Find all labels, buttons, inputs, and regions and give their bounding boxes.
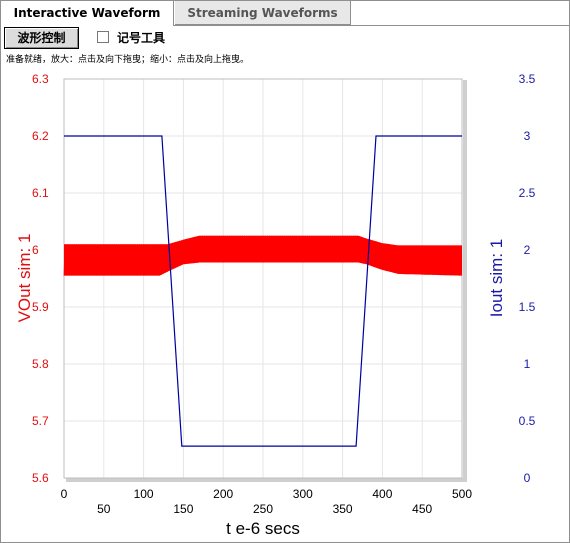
y-right-tick-0: 0 bbox=[524, 471, 531, 485]
marker-tool-label: 记号工具 bbox=[117, 31, 166, 45]
x-tick-1: 50 bbox=[97, 502, 111, 516]
left-axis-ticks: 5.6 5.7 5.8 5.9 6 6.1 6.2 6.3 bbox=[32, 72, 49, 485]
tab-streaming-waveforms[interactable]: Streaming Waveforms bbox=[175, 1, 351, 25]
y-right-tick-5: 2.5 bbox=[519, 186, 536, 200]
plot-shadow-bottom bbox=[66, 478, 467, 482]
zoom-hint-text: 准备就绪，放大：点击及向下拖曳；缩小：点击及向上拖曳。 bbox=[6, 55, 250, 65]
x-tick-2: 100 bbox=[134, 487, 154, 501]
x-tick-10: 500 bbox=[452, 487, 472, 501]
vout-series-ripple bbox=[63, 235, 462, 276]
y-right-tick-1: 0.5 bbox=[519, 414, 536, 428]
y-left-tick-4: 6 bbox=[32, 243, 39, 257]
x-tick-4: 200 bbox=[213, 487, 233, 501]
y-right-tick-4: 2 bbox=[524, 243, 531, 257]
y-left-tick-0: 5.6 bbox=[32, 471, 49, 485]
x-tick-9: 450 bbox=[412, 502, 432, 516]
marker-tool-checkbox[interactable] bbox=[97, 31, 109, 43]
y-right-tick-6: 3 bbox=[524, 129, 531, 143]
toolbar: 波形控制 记号工具 bbox=[1, 26, 569, 50]
y-left-tick-1: 5.7 bbox=[32, 414, 49, 428]
plot-border bbox=[63, 78, 463, 479]
tab-interactive-waveform[interactable]: Interactive Waveform bbox=[1, 1, 174, 26]
x-tick-3: 150 bbox=[173, 502, 193, 516]
y-left-tick-2: 5.8 bbox=[32, 357, 49, 371]
right-axis-ticks: 0 0.5 1 1.5 2 2.5 3 3.5 bbox=[519, 72, 536, 485]
y-right-tick-2: 1 bbox=[524, 357, 531, 371]
y-left-tick-5: 6.1 bbox=[32, 186, 49, 200]
y-left-tick-3: 5.9 bbox=[32, 300, 49, 314]
y-right-tick-7: 3.5 bbox=[519, 72, 536, 86]
x-tick-7: 350 bbox=[333, 502, 353, 516]
y-left-tick-6: 6.2 bbox=[32, 129, 49, 143]
wave-control-button[interactable]: 波形控制 bbox=[4, 27, 79, 49]
plot-shadow-right bbox=[463, 80, 467, 482]
y-left-tick-7: 6.3 bbox=[32, 72, 49, 86]
y-left-axis-label: VOut sim: 1 bbox=[15, 234, 34, 323]
x-tick-0: 0 bbox=[61, 487, 68, 501]
y-right-tick-3: 1.5 bbox=[519, 300, 536, 314]
iout-series-line bbox=[64, 135, 462, 447]
x-tick-6: 300 bbox=[293, 487, 313, 501]
series-layer bbox=[63, 135, 462, 447]
x-axis-label: t e-6 secs bbox=[226, 519, 300, 538]
tab-bar: Interactive Waveform Streaming Waveforms bbox=[1, 1, 569, 26]
x-tick-5: 250 bbox=[253, 502, 273, 516]
x-axis-ticks: 0 50 100 150 200 250 300 350 400 450 500 bbox=[61, 487, 473, 516]
x-tick-8: 400 bbox=[372, 487, 392, 501]
y-right-axis-label: Iout sim: 1 bbox=[487, 239, 506, 317]
